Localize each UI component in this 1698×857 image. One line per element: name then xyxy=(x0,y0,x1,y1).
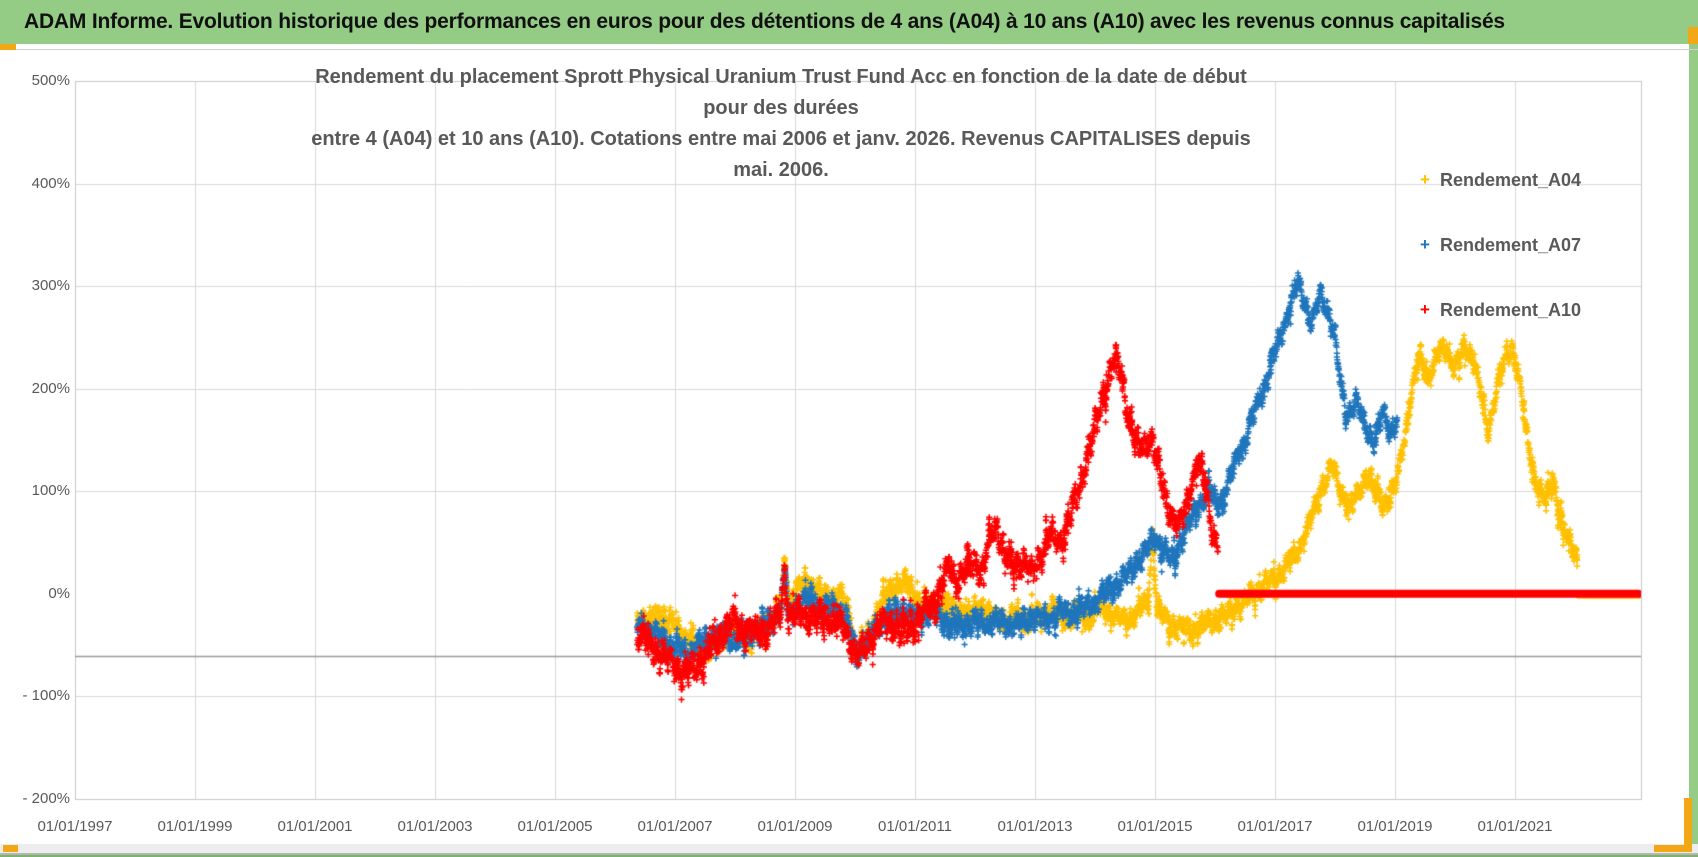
legend-label: Rendement_A10 xyxy=(1440,299,1582,320)
x-tick-label: 01/01/2009 xyxy=(757,818,833,835)
x-tick-label: 01/01/2015 xyxy=(1117,818,1193,835)
plus-marker-icon: + xyxy=(1420,170,1430,189)
sheet-border-bottom-line xyxy=(0,853,1698,855)
x-tick-label: 01/01/2019 xyxy=(1357,818,1433,835)
x-tick-label: 01/01/1997 xyxy=(37,818,113,835)
header-title: ADAM Informe. Evolution historique des p… xyxy=(24,10,1505,33)
sheet-border-bottom xyxy=(0,855,1698,857)
chart-legend: + Rendement_A04 + Rendement_A07 + Rendem… xyxy=(1420,166,1581,361)
x-tick-label: 01/01/2001 xyxy=(277,818,353,835)
x-tick-label: 01/01/1999 xyxy=(157,818,233,835)
legend-item-rendement-a04[interactable]: + Rendement_A04 xyxy=(1420,166,1581,194)
chart-title-line2: entre 4 (A04) et 10 ans (A10). Cotations… xyxy=(311,128,1251,181)
x-tick-label: 01/01/2003 xyxy=(397,818,473,835)
plus-marker-icon: + xyxy=(1420,235,1430,254)
y-tick-label: - 200% xyxy=(22,790,70,807)
orange-accent-top-right xyxy=(1688,27,1698,44)
legend-item-rendement-a10[interactable]: + Rendement_A10 xyxy=(1420,296,1581,324)
x-tick-label: 01/01/2021 xyxy=(1477,818,1553,835)
chart-title: Rendement du placement Sprott Physical U… xyxy=(300,62,1262,186)
orange-corner-accent-bottom-right-h xyxy=(1654,845,1692,852)
header-banner: ADAM Informe. Evolution historique des p… xyxy=(0,0,1698,44)
y-tick-label: 500% xyxy=(31,72,70,89)
plus-marker-icon: + xyxy=(1420,300,1430,319)
legend-item-rendement-a07[interactable]: + Rendement_A07 xyxy=(1420,231,1581,259)
x-tick-label: 01/01/2011 xyxy=(878,818,952,835)
x-tick-label: 01/01/2005 xyxy=(517,818,593,835)
header-divider xyxy=(0,49,1698,50)
y-tick-label: 200% xyxy=(31,379,70,397)
horizontal-scrollbar[interactable] xyxy=(0,844,1698,853)
y-tick-label: 0% xyxy=(48,584,70,602)
y-tick-label: 100% xyxy=(31,482,70,500)
orange-corner-accent-bottom-right-v xyxy=(1684,798,1692,852)
x-tick-label: 01/01/2013 xyxy=(997,818,1073,835)
legend-label: Rendement_A07 xyxy=(1440,234,1582,255)
x-tick-label: 01/01/2007 xyxy=(637,818,713,835)
scrollbar-thumb[interactable] xyxy=(3,845,18,852)
x-tick-label: 01/01/2017 xyxy=(1237,818,1313,835)
chart-title-line1: Rendement du placement Sprott Physical U… xyxy=(315,66,1247,119)
y-tick-label: 300% xyxy=(31,277,70,295)
legend-label: Rendement_A04 xyxy=(1440,169,1582,190)
y-tick-label: - 100% xyxy=(22,687,70,705)
orange-accent-top-left xyxy=(0,44,16,50)
y-tick-label: 400% xyxy=(31,174,70,192)
sheet-border-right xyxy=(1689,44,1698,857)
